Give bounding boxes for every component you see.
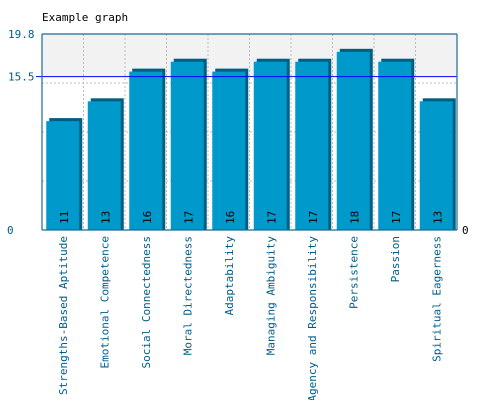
bar-value-label: 17 — [390, 211, 403, 224]
bar-value-label: 13 — [99, 211, 112, 224]
bar — [129, 71, 163, 230]
bar-value-label: 17 — [307, 211, 320, 224]
bar — [46, 121, 80, 230]
right-axis-label: 0 — [462, 224, 469, 237]
chart-title: Example graph — [42, 11, 128, 24]
x-tick-label: Passion — [389, 236, 402, 282]
bar-value-label: 16 — [224, 211, 237, 224]
x-tick-label: Social Connectedness — [140, 236, 153, 368]
bar — [253, 61, 287, 231]
x-tick-label: Moral Directedness — [181, 236, 194, 355]
x-tick-label: Persistence — [347, 236, 360, 309]
x-tick-label: Emotional Competence — [98, 236, 111, 368]
x-tick-label: Strengths-Based Aptitude — [57, 236, 70, 395]
bar-value-label: 11 — [58, 211, 71, 224]
bar — [295, 61, 329, 231]
bar-value-label: 17 — [265, 211, 278, 224]
bar-value-label: 16 — [141, 211, 154, 224]
y-tick-label: 0 — [7, 224, 14, 237]
bars: 11 13 16 17 16 17 17 18 17 13 — [46, 48, 456, 231]
bar — [87, 101, 121, 230]
bar — [212, 71, 246, 230]
x-tick-label: Agency and Responsibility — [306, 236, 319, 400]
bar-value-label: 13 — [431, 211, 444, 224]
bar — [336, 51, 370, 231]
y-axis-labels: 0 15.5 19.8 0 — [7, 28, 469, 237]
y-tick-label: 19.8 — [8, 28, 35, 41]
x-tick-label: Spiritual Eagerness — [430, 236, 443, 362]
bar — [170, 61, 204, 231]
axes — [41, 33, 458, 231]
bar-value-label: 18 — [348, 211, 361, 224]
y-tick-label: 15.5 — [8, 71, 35, 84]
x-tick-label: Managing Ambiguity — [264, 236, 277, 356]
bar — [419, 101, 453, 230]
x-axis-labels: Strengths-Based Aptitude Emotional Compet… — [57, 236, 444, 400]
bar — [378, 61, 412, 231]
x-tick-label: Adaptability — [223, 236, 236, 316]
bar-value-label: 17 — [182, 211, 195, 224]
